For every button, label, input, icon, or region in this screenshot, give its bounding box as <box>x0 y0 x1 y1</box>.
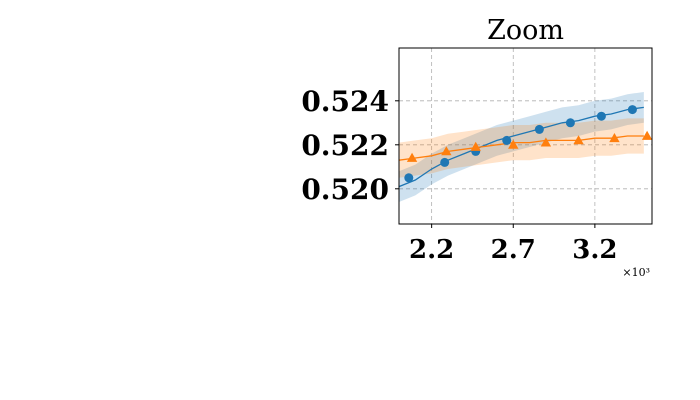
series-2-point <box>508 139 519 149</box>
confidence-bands <box>399 92 644 202</box>
series-2-point <box>573 135 584 145</box>
series-2-point <box>540 137 552 147</box>
series-2-point <box>641 130 652 140</box>
x-tick-label: 2.7 <box>491 235 536 265</box>
y-tick-label: 0.522 <box>301 129 389 162</box>
series-2-point <box>441 146 452 156</box>
plot-frame <box>398 47 653 225</box>
series-1-point <box>502 135 512 145</box>
series-1-point <box>627 105 637 115</box>
axis-ticks: 2.2 2.7 3.2 0.520 0.522 0.524 <box>301 85 617 265</box>
series-1-point <box>534 124 544 134</box>
series-1-point <box>565 118 575 128</box>
chart-title: Zoom <box>487 15 564 46</box>
y-tick-label: 0.520 <box>301 173 389 206</box>
x-tick-label: 3.2 <box>572 235 617 265</box>
series-2-point <box>470 141 481 151</box>
x-scale-label: ×10³ <box>622 266 650 279</box>
x-tick-label: 2.2 <box>409 235 454 265</box>
series-2-point <box>406 152 418 162</box>
series-markers <box>404 105 652 183</box>
series-1-point <box>404 173 414 183</box>
series-1-point <box>440 157 450 167</box>
series-1-point <box>596 111 606 121</box>
y-tick-label: 0.524 <box>301 85 389 118</box>
series-2-line <box>399 135 644 161</box>
series-2-band <box>399 118 644 178</box>
series-2-point <box>609 133 620 143</box>
